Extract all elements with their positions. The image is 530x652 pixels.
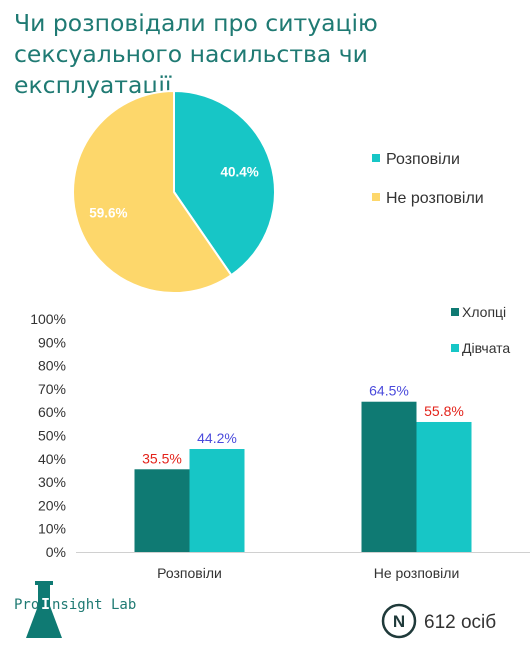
y-tick-label: 90% [38,334,66,350]
bar-chart: 0% 10% 20% 30% 40% 50% 60% 70% 80% 90% 100% 35.5% 44… [30,311,530,581]
legend-swatch [372,193,380,201]
legend-label: Дівчата [462,340,510,356]
y-tick-label: 50% [38,428,66,444]
bar-data-label: 35.5% [142,450,182,466]
y-tick-label: 40% [38,451,66,467]
bar-data-label: 64.5% [369,383,409,399]
bar-girls [189,449,245,552]
y-tick-label: 0% [46,544,66,560]
n-symbol: N [393,612,405,631]
x-tick-label: Розповіли [157,565,222,581]
pie-slice-told [173,89,276,277]
sample-size-text: 612 осіб [424,612,496,633]
sample-size-badge: N 612 осіб [381,603,496,639]
y-tick-label: 20% [38,497,66,513]
pie-legend: Розповіли Не розповіли [372,151,484,207]
y-tick-label: 10% [38,521,66,537]
bar-girls [416,421,472,552]
y-tick-label: 30% [38,474,66,490]
legend-swatch [451,308,459,316]
legend-label: Хлопці [462,304,506,320]
bar-boys [134,469,190,552]
x-tick-label: Не розповіли [374,565,460,581]
pie-data-label: 59.6% [89,205,127,220]
bar-boys [361,401,417,552]
pie-data-label: 40.4% [220,165,258,180]
bar-legend: Хлопці Дівчата [451,304,510,356]
pie-chart: 40.4% 59.6% [72,89,276,294]
flask-icon [26,584,62,638]
logo-text-right: nsight Lab [52,597,136,613]
logo-text-left: Pro [14,597,39,613]
logo-text-mid: I [41,595,50,613]
bar-data-label: 55.8% [424,403,464,419]
y-tick-label: 100% [30,311,66,327]
bar-data-label: 44.2% [197,430,237,446]
chart-title: Чи розповідали про ситуацію сексуального… [14,9,378,99]
y-tick-label: 60% [38,404,66,420]
pie-slice-not-told [72,89,233,294]
legend-swatch [451,344,459,352]
y-tick-label: 80% [38,358,66,374]
legend-swatch [372,154,380,162]
legend-label: Не розповіли [386,190,484,207]
proinsight-logo: Pro I nsight Lab [14,581,136,638]
y-tick-label: 70% [38,381,66,397]
legend-label: Розповіли [386,151,460,168]
